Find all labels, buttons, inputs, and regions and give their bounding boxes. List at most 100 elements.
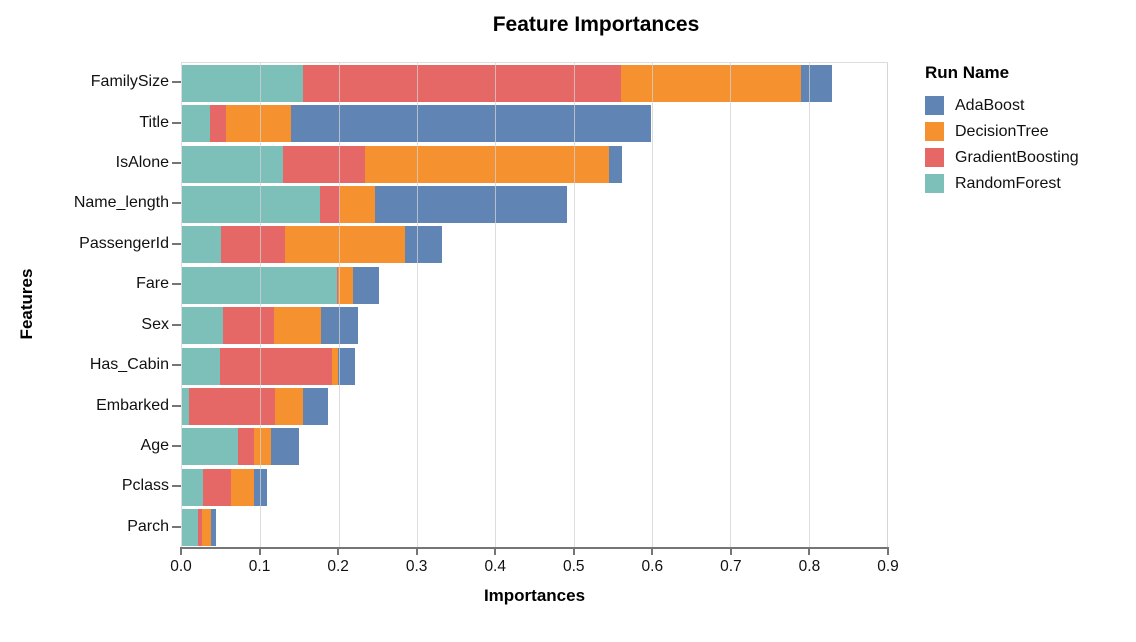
bar-segment-decisiontree bbox=[340, 185, 375, 223]
bar-segment-gradientboosting bbox=[210, 105, 226, 143]
x-tick bbox=[180, 549, 182, 555]
bar-segment-adaboost bbox=[374, 185, 568, 223]
y-label: Sex bbox=[141, 315, 169, 333]
y-tick bbox=[172, 283, 181, 286]
bar-row bbox=[182, 64, 887, 102]
legend-item: GradientBoosting bbox=[925, 148, 1079, 167]
bar-segment-adaboost bbox=[254, 468, 268, 506]
y-label: Name_length bbox=[73, 194, 169, 212]
bar-segment-decisiontree bbox=[284, 226, 406, 264]
bar-segment-decisiontree bbox=[275, 388, 303, 426]
y-tick bbox=[172, 525, 181, 528]
legend: Run Name AdaBoost DecisionTree GradientBoo… bbox=[925, 63, 1079, 193]
bar-row bbox=[182, 428, 887, 466]
legend-swatch bbox=[925, 122, 944, 141]
bar-row bbox=[182, 185, 887, 223]
legend-items: AdaBoost DecisionTree GradientBoosting Rand… bbox=[925, 96, 1079, 193]
legend-item-label: AdaBoost bbox=[955, 97, 1025, 114]
bar-segment-adaboost bbox=[302, 388, 328, 426]
bar-segment-randomforest bbox=[182, 428, 239, 466]
legend-item-label: GradientBoosting bbox=[955, 149, 1079, 166]
bar-segment-randomforest bbox=[182, 509, 199, 547]
bar-segment-gradientboosting bbox=[337, 266, 338, 304]
x-tick bbox=[337, 549, 340, 555]
bar-segment-gradientboosting bbox=[189, 388, 276, 426]
bar-segment-gradientboosting bbox=[303, 64, 621, 102]
y-label: Title bbox=[139, 113, 169, 131]
x-tick-label: 0.5 bbox=[562, 558, 585, 575]
x-tick-label: 0.9 bbox=[877, 558, 899, 575]
y-label: Has_Cabin bbox=[89, 356, 169, 374]
bar-segment-randomforest bbox=[182, 145, 284, 183]
legend-item: RandomForest bbox=[925, 174, 1079, 193]
bar-segment-decisiontree bbox=[254, 428, 272, 466]
bar-row bbox=[182, 307, 887, 345]
bar-segment-decisiontree bbox=[332, 347, 338, 385]
bar-segment-decisiontree bbox=[274, 307, 322, 345]
y-axis-labels: FamilySize Title IsAlone Name_length Passeng… bbox=[0, 62, 170, 547]
x-axis-title: Importances bbox=[483, 586, 586, 605]
bar-row bbox=[182, 509, 887, 547]
x-tick bbox=[572, 549, 575, 555]
y-tick bbox=[172, 364, 181, 367]
bar-segment-adaboost bbox=[337, 347, 356, 385]
bar-segment-gradientboosting bbox=[221, 226, 285, 264]
bar-segment-randomforest bbox=[182, 388, 190, 426]
bar-segment-decisiontree bbox=[620, 64, 801, 102]
y-tick bbox=[172, 444, 181, 447]
legend-swatch bbox=[925, 174, 944, 193]
y-label: Embarked bbox=[96, 396, 169, 414]
y-tick bbox=[172, 242, 181, 245]
y-tick bbox=[172, 162, 181, 165]
bar-segment-decisiontree bbox=[225, 105, 291, 143]
y-tick bbox=[172, 121, 181, 124]
bar-segment-gradientboosting bbox=[319, 185, 341, 223]
bar-row bbox=[182, 388, 887, 426]
bar-segment-gradientboosting bbox=[219, 347, 333, 385]
bar-segment-gradientboosting bbox=[222, 307, 275, 345]
x-tick-label: 0.4 bbox=[484, 558, 506, 575]
y-tick bbox=[172, 323, 181, 326]
y-tick bbox=[172, 404, 181, 407]
x-tick bbox=[651, 549, 654, 555]
bar-segment-decisiontree bbox=[201, 509, 211, 547]
bar-segment-adaboost bbox=[800, 64, 833, 102]
bar-segment-randomforest bbox=[182, 226, 222, 264]
bar-segment-decisiontree bbox=[364, 145, 609, 183]
legend-item-label: DecisionTree bbox=[955, 123, 1049, 140]
legend-item-label: RandomForest bbox=[955, 175, 1061, 192]
x-tick bbox=[258, 549, 261, 555]
bar-segment-adaboost bbox=[405, 226, 443, 264]
y-label: Fare bbox=[136, 275, 169, 293]
bar-segment-gradientboosting bbox=[238, 428, 255, 466]
y-tick bbox=[172, 485, 181, 488]
x-tick-label: 0.6 bbox=[641, 558, 664, 575]
bar-segment-randomforest bbox=[182, 105, 211, 143]
bar-row bbox=[182, 266, 887, 304]
x-tick bbox=[887, 549, 889, 555]
bar-segment-adaboost bbox=[608, 145, 623, 183]
bar-row bbox=[182, 347, 887, 385]
bar-segment-gradientboosting bbox=[203, 468, 231, 506]
x-tick-label: 0.7 bbox=[720, 558, 742, 575]
y-label: Pclass bbox=[121, 477, 169, 495]
x-tick bbox=[729, 549, 732, 555]
bar-row bbox=[182, 145, 887, 183]
bar-segment-randomforest bbox=[182, 64, 304, 102]
y-label: IsAlone bbox=[115, 154, 169, 172]
bar-segment-adaboost bbox=[271, 428, 300, 466]
x-tick-label: 0.2 bbox=[327, 558, 349, 575]
legend-title: Run Name bbox=[925, 63, 1010, 82]
bar-row bbox=[182, 468, 887, 506]
y-tick bbox=[172, 81, 181, 84]
chart-title: Feature Importances bbox=[492, 13, 700, 36]
bar-segment-randomforest bbox=[182, 468, 204, 506]
legend-swatch bbox=[925, 148, 944, 167]
bar-segment-gradientboosting bbox=[198, 509, 202, 547]
y-label: PassengerId bbox=[79, 234, 169, 252]
x-axis-line bbox=[180, 547, 889, 549]
x-tick-label: 0.0 bbox=[170, 558, 192, 575]
gridline bbox=[887, 63, 888, 547]
bar-segment-adaboost bbox=[352, 266, 380, 304]
